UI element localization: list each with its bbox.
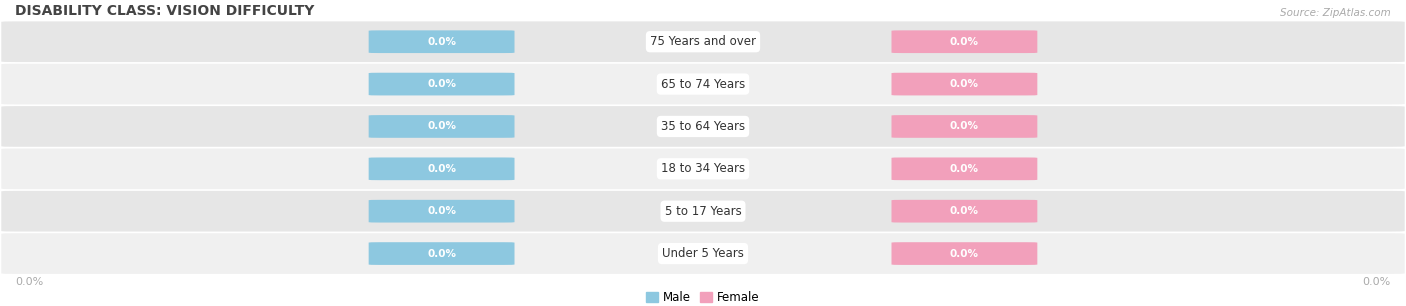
FancyBboxPatch shape — [368, 73, 515, 95]
Text: 0.0%: 0.0% — [950, 164, 979, 174]
FancyBboxPatch shape — [891, 158, 1038, 180]
Text: 35 to 64 Years: 35 to 64 Years — [661, 120, 745, 133]
Text: 75 Years and over: 75 Years and over — [650, 35, 756, 48]
FancyBboxPatch shape — [891, 30, 1038, 53]
Text: 0.0%: 0.0% — [427, 248, 456, 259]
FancyBboxPatch shape — [368, 242, 515, 265]
Text: 0.0%: 0.0% — [427, 79, 456, 89]
Text: DISABILITY CLASS: VISION DIFFICULTY: DISABILITY CLASS: VISION DIFFICULTY — [15, 4, 315, 18]
Text: 0.0%: 0.0% — [950, 37, 979, 47]
Legend: Male, Female: Male, Female — [647, 291, 759, 304]
Text: 65 to 74 Years: 65 to 74 Years — [661, 78, 745, 91]
Text: 0.0%: 0.0% — [15, 277, 44, 287]
FancyBboxPatch shape — [1, 233, 1405, 274]
FancyBboxPatch shape — [368, 158, 515, 180]
FancyBboxPatch shape — [368, 200, 515, 222]
Text: Under 5 Years: Under 5 Years — [662, 247, 744, 260]
Text: Source: ZipAtlas.com: Source: ZipAtlas.com — [1281, 8, 1391, 18]
FancyBboxPatch shape — [891, 200, 1038, 222]
FancyBboxPatch shape — [891, 73, 1038, 95]
Text: 0.0%: 0.0% — [427, 206, 456, 216]
FancyBboxPatch shape — [1, 64, 1405, 104]
FancyBboxPatch shape — [891, 115, 1038, 138]
Text: 18 to 34 Years: 18 to 34 Years — [661, 162, 745, 175]
FancyBboxPatch shape — [1, 148, 1405, 189]
FancyBboxPatch shape — [1, 106, 1405, 147]
Text: 0.0%: 0.0% — [950, 248, 979, 259]
Text: 0.0%: 0.0% — [1362, 277, 1391, 287]
FancyBboxPatch shape — [1, 191, 1405, 232]
Text: 5 to 17 Years: 5 to 17 Years — [665, 205, 741, 218]
Text: 0.0%: 0.0% — [950, 121, 979, 132]
Text: 0.0%: 0.0% — [950, 206, 979, 216]
Text: 0.0%: 0.0% — [427, 37, 456, 47]
FancyBboxPatch shape — [368, 115, 515, 138]
FancyBboxPatch shape — [1, 21, 1405, 62]
Text: 0.0%: 0.0% — [950, 79, 979, 89]
Text: 0.0%: 0.0% — [427, 121, 456, 132]
FancyBboxPatch shape — [891, 242, 1038, 265]
Text: 0.0%: 0.0% — [427, 164, 456, 174]
FancyBboxPatch shape — [368, 30, 515, 53]
